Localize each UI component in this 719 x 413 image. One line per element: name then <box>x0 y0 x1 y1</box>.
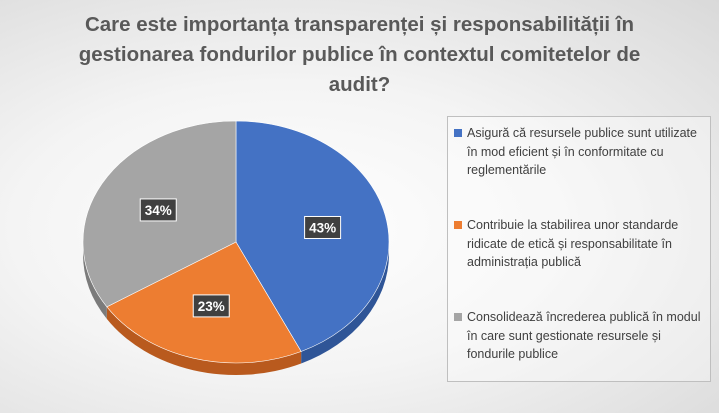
pie-side-1 <box>301 242 390 364</box>
data-label-2: 23% <box>192 294 230 318</box>
legend-swatch-3 <box>454 313 462 321</box>
legend-label-1: Asigură că resursele publice sunt utiliz… <box>467 126 697 177</box>
data-label-box-1 <box>304 215 342 239</box>
legend-swatch-2 <box>454 221 462 229</box>
data-label-box-3 <box>139 198 177 222</box>
legend-item-2: Contribuie la stabilirea unor standarde … <box>454 216 704 272</box>
data-label-1: 43% <box>304 215 342 239</box>
legend: Asigură că resursele publice sunt utiliz… <box>447 116 711 382</box>
legend-label-3: Consolidează încrederea publică în modul… <box>467 310 701 361</box>
data-label-text-3: 34% <box>145 203 172 218</box>
data-label-3: 34% <box>139 198 177 222</box>
pie-side-3 <box>83 242 107 319</box>
legend-swatch-1 <box>454 129 462 137</box>
pie-side-2 <box>106 306 302 375</box>
data-label-text-1: 43% <box>309 220 336 235</box>
data-label-text-2: 23% <box>198 299 225 314</box>
legend-label-2: Contribuie la stabilirea unor standarde … <box>467 218 679 269</box>
legend-item-3: Consolidează încrederea publică în modul… <box>454 308 704 364</box>
chart-title: Care este importanța transparenței și re… <box>78 13 641 96</box>
data-label-box-2 <box>192 294 230 318</box>
legend-item-1: Asigură că resursele publice sunt utiliz… <box>454 124 704 180</box>
